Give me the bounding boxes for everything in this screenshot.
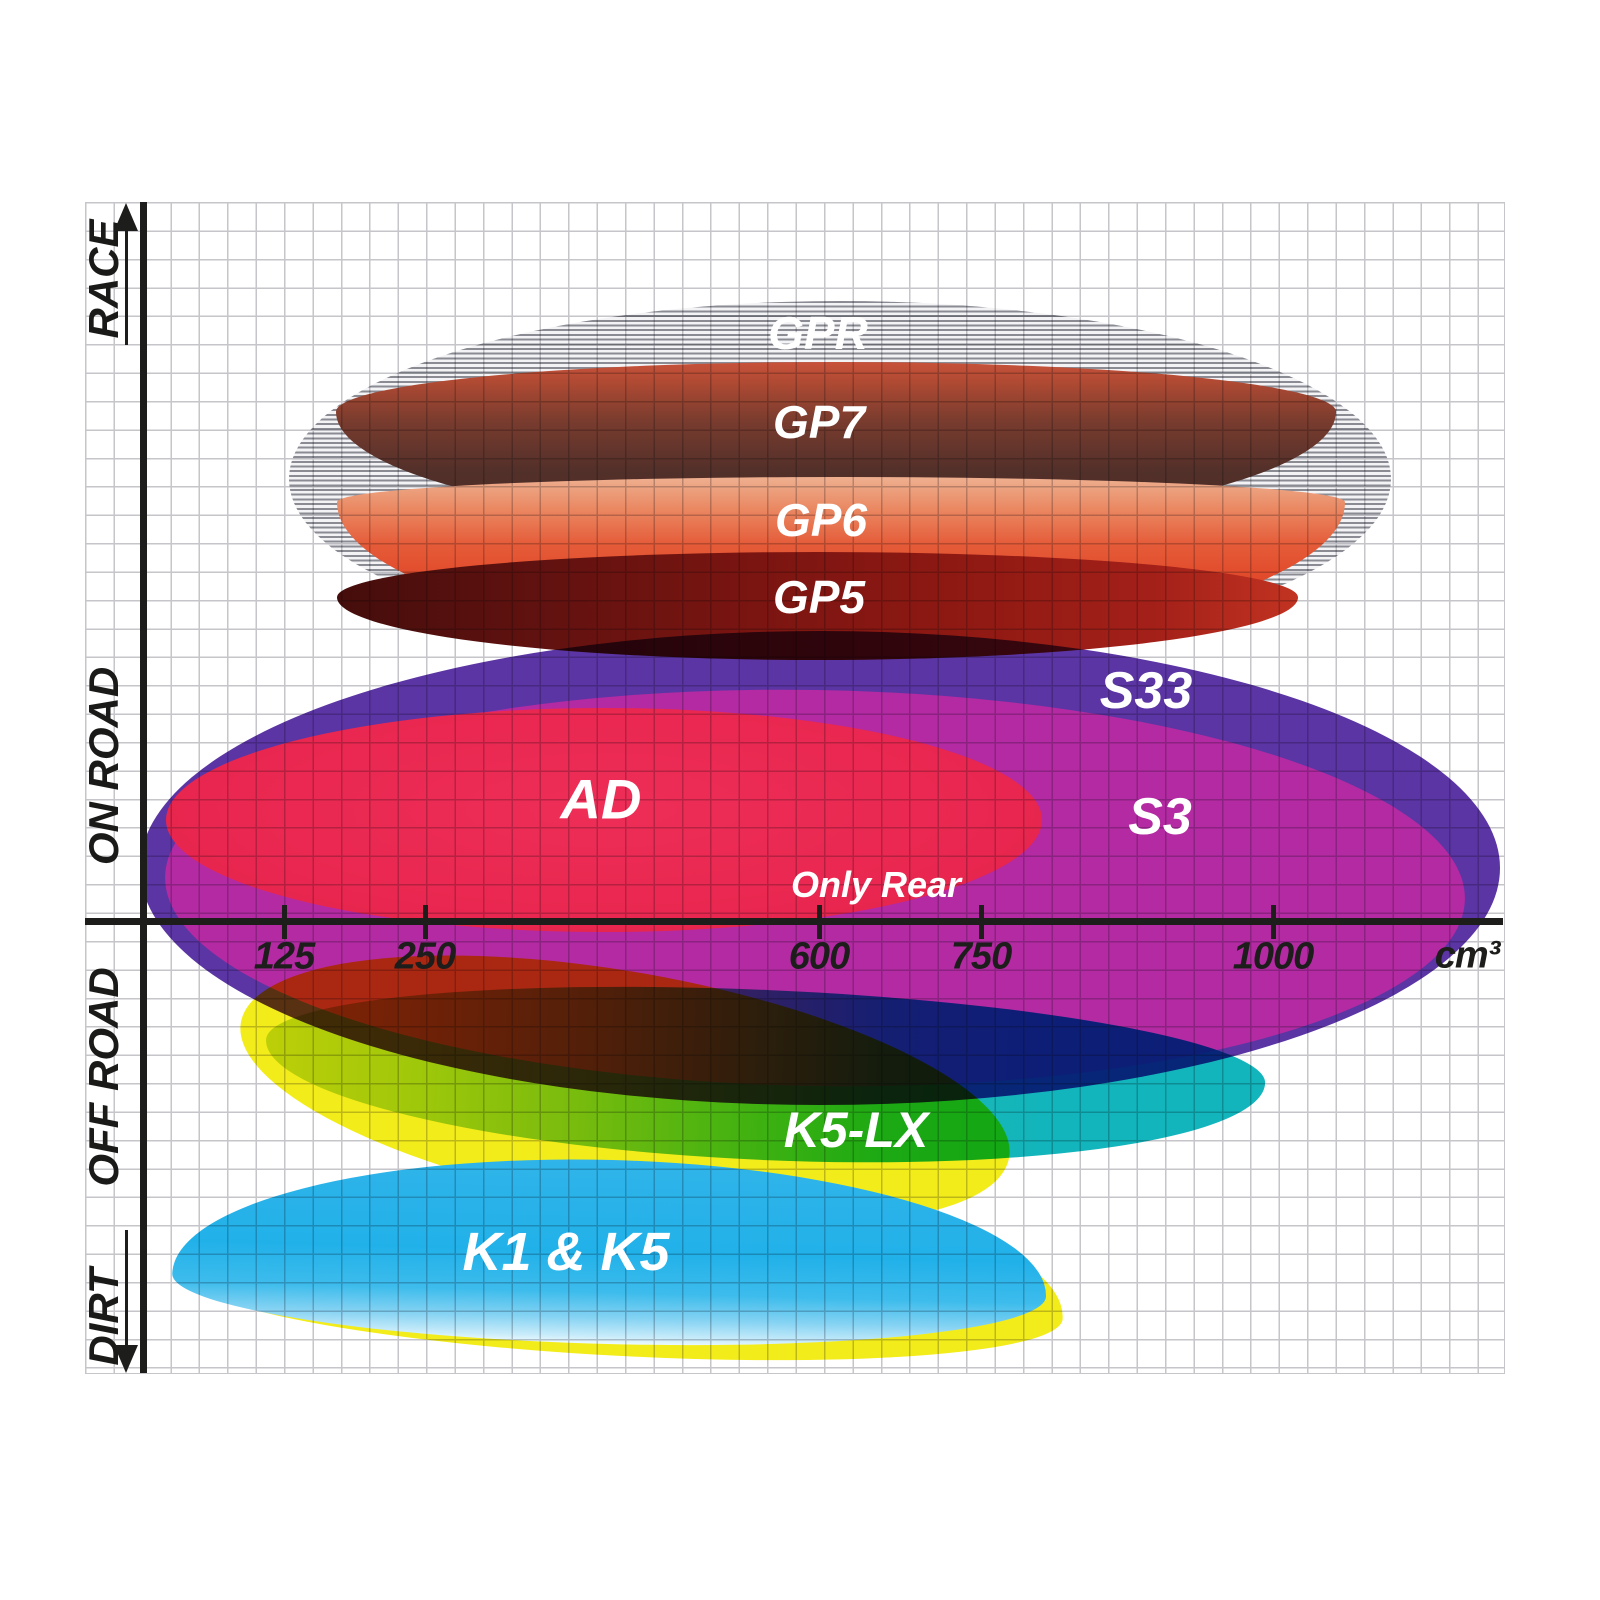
x-axis-unit-label: cm³ — [1434, 934, 1501, 977]
x-tick-125 — [281, 904, 287, 939]
product-label-k5lx: K5-LX — [783, 1102, 929, 1158]
x-tick-label-750: 750 — [950, 935, 1012, 978]
product-label-k1k5: K1 & K5 — [462, 1222, 670, 1282]
y-axis-line — [140, 202, 147, 1373]
x-tick-label-125: 125 — [253, 935, 315, 978]
product-label-s33: S33 — [1099, 662, 1193, 720]
up-arrow-icon — [114, 203, 138, 231]
product-label-s3: S3 — [1128, 788, 1192, 846]
product-label-gp5: GP5 — [772, 571, 866, 623]
x-axis-line — [85, 918, 1503, 925]
product-label-ad: AD — [560, 767, 642, 831]
up-arrow-line — [124, 227, 128, 345]
x-tick-label-1000: 1000 — [1232, 935, 1315, 978]
product-label-gp7: GP7 — [772, 396, 866, 448]
product-label-gp6: GP6 — [774, 494, 868, 546]
product-label-ad-note: Only Rear — [790, 864, 962, 905]
x-tick-1000 — [1270, 904, 1276, 939]
x-tick-600 — [816, 904, 822, 939]
x-tick-750 — [978, 904, 984, 939]
down-arrow-icon — [114, 1345, 138, 1373]
product-label-gpr: GPR — [768, 307, 868, 359]
x-tick-label-600: 600 — [788, 935, 850, 978]
x-tick-250 — [422, 904, 428, 939]
x-tick-label-250: 250 — [394, 935, 456, 978]
down-arrow-line — [124, 1230, 128, 1349]
